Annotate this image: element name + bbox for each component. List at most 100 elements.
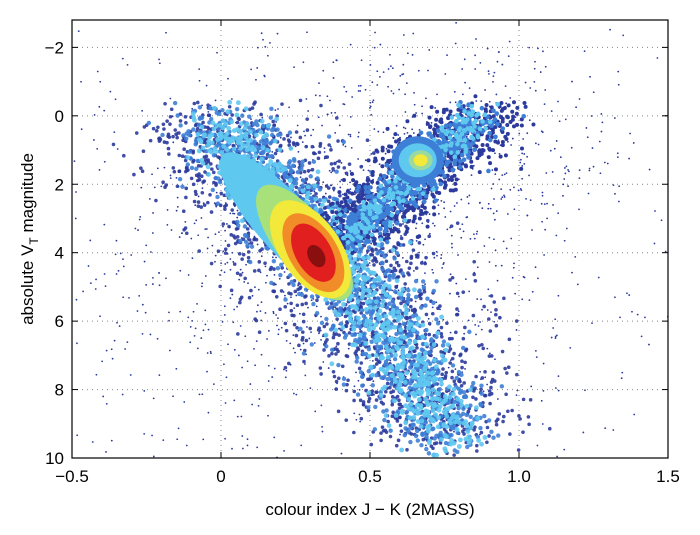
outlier-point bbox=[519, 161, 522, 164]
outlier-point bbox=[515, 394, 518, 397]
density-point bbox=[488, 329, 493, 333]
outlier-point bbox=[422, 243, 425, 246]
density-point bbox=[421, 284, 427, 290]
density-point bbox=[301, 351, 307, 356]
density-point bbox=[463, 360, 467, 365]
outlier-point bbox=[376, 84, 379, 86]
outlier-point bbox=[128, 296, 130, 299]
density-point bbox=[374, 357, 379, 362]
density-point bbox=[360, 383, 365, 388]
density-point bbox=[259, 150, 265, 155]
outlier-point bbox=[201, 285, 203, 288]
density-point bbox=[361, 351, 366, 357]
density-point bbox=[336, 139, 340, 143]
outlier-point bbox=[567, 185, 569, 188]
density-point bbox=[140, 169, 145, 173]
outlier-point bbox=[277, 333, 280, 336]
density-point bbox=[290, 313, 294, 318]
density-point bbox=[341, 376, 347, 382]
outlier-point bbox=[493, 71, 496, 74]
density-point bbox=[380, 355, 386, 361]
outlier-point bbox=[578, 208, 580, 211]
outlier-point bbox=[481, 207, 484, 210]
outlier-point bbox=[278, 277, 281, 280]
density-point bbox=[431, 300, 436, 306]
outlier-point bbox=[201, 282, 204, 285]
outlier-point bbox=[194, 204, 197, 207]
density-point bbox=[411, 248, 416, 252]
outlier-point bbox=[370, 242, 373, 245]
outlier-point bbox=[214, 254, 217, 257]
density-point bbox=[288, 146, 294, 151]
outlier-point bbox=[137, 229, 139, 231]
outlier-point bbox=[101, 360, 104, 363]
outlier-point bbox=[513, 186, 515, 189]
density-point bbox=[327, 195, 332, 199]
outlier-point bbox=[534, 89, 537, 92]
outlier-point bbox=[613, 117, 616, 119]
outlier-point bbox=[588, 169, 591, 172]
density-point bbox=[418, 292, 423, 297]
outlier-point bbox=[418, 251, 420, 254]
density-point bbox=[461, 345, 466, 351]
density-point bbox=[389, 263, 393, 268]
density-point bbox=[472, 259, 477, 264]
density-point bbox=[407, 266, 412, 270]
density-point bbox=[431, 342, 437, 347]
density-point bbox=[418, 305, 424, 310]
outlier-point bbox=[191, 257, 194, 260]
density-point bbox=[425, 402, 431, 408]
outlier-point bbox=[460, 236, 463, 239]
density-point bbox=[244, 234, 249, 239]
density-point bbox=[246, 250, 251, 254]
density-point bbox=[361, 301, 366, 306]
outlier-point bbox=[353, 412, 356, 415]
outlier-point bbox=[488, 352, 491, 355]
density-point bbox=[199, 174, 204, 178]
density-point bbox=[157, 139, 162, 143]
density-point bbox=[440, 343, 446, 348]
density-point bbox=[352, 398, 356, 403]
outlier-point bbox=[335, 160, 338, 163]
outlier-point bbox=[250, 68, 253, 71]
outlier-point bbox=[309, 387, 312, 390]
outlier-point bbox=[103, 160, 106, 163]
density-point bbox=[366, 390, 372, 396]
outlier-point bbox=[249, 383, 252, 385]
outlier-point bbox=[251, 403, 254, 406]
outlier-point bbox=[227, 77, 229, 80]
density-point bbox=[310, 144, 315, 149]
outlier-point bbox=[204, 323, 207, 326]
density-point bbox=[390, 247, 396, 253]
density-point bbox=[410, 422, 415, 427]
density-point bbox=[292, 158, 297, 163]
outlier-point bbox=[421, 112, 424, 115]
density-point bbox=[375, 348, 380, 354]
density-point bbox=[359, 281, 365, 287]
density-point bbox=[319, 372, 323, 376]
outlier-point bbox=[541, 194, 544, 197]
outlier-point bbox=[339, 186, 342, 189]
density-point bbox=[332, 374, 337, 379]
outlier-point bbox=[516, 389, 519, 392]
density-point bbox=[287, 159, 293, 164]
outlier-point bbox=[473, 237, 476, 240]
density-point bbox=[252, 139, 257, 144]
density-point bbox=[410, 313, 416, 319]
density-point bbox=[506, 409, 510, 414]
outlier-point bbox=[528, 174, 530, 177]
outlier-point bbox=[567, 168, 569, 171]
outlier-point bbox=[555, 234, 558, 237]
density-point bbox=[434, 279, 439, 284]
outlier-point bbox=[259, 271, 262, 274]
outlier-point bbox=[544, 228, 547, 231]
outlier-point bbox=[467, 202, 470, 205]
outlier-point bbox=[496, 60, 499, 63]
density-point bbox=[326, 134, 332, 139]
outlier-point bbox=[271, 376, 274, 378]
outlier-point bbox=[550, 110, 553, 113]
outlier-point bbox=[283, 450, 285, 452]
outlier-point bbox=[603, 161, 606, 164]
density-point bbox=[206, 113, 211, 117]
density-point bbox=[357, 324, 363, 330]
